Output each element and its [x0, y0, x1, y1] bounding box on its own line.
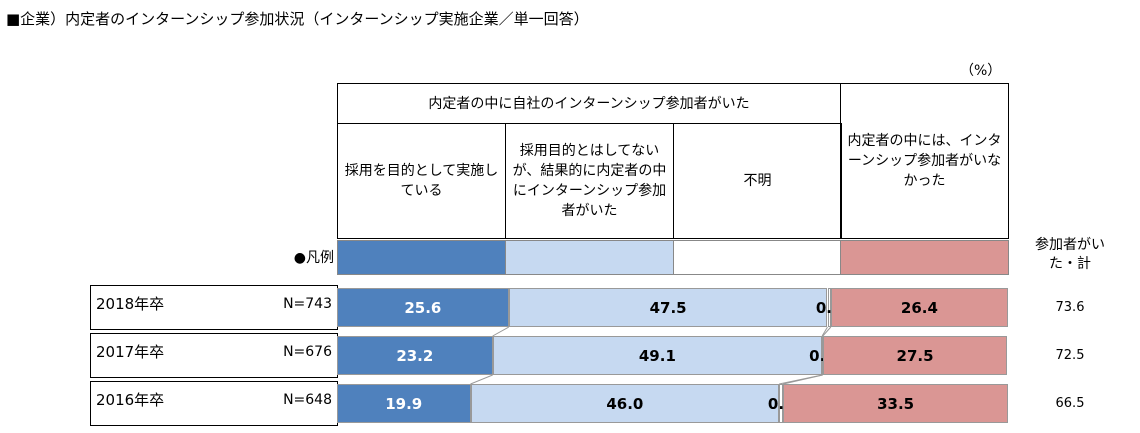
- column-header: 内定者の中には、インターンシップ参加者がいなかった: [840, 83, 1009, 239]
- bar-segment: [783, 384, 1008, 423]
- data-label: 46.0: [606, 394, 644, 413]
- connector-line: [783, 374, 823, 385]
- bar-segment: [337, 384, 471, 423]
- data-label: 23.2: [396, 346, 434, 365]
- legend-swatch: [673, 240, 842, 275]
- data-label: 19.9: [385, 394, 423, 413]
- category-label: 2017年卒: [96, 343, 165, 361]
- sample-size: N=676: [283, 344, 332, 360]
- bar-segment: [492, 336, 823, 375]
- connector-line: [821, 326, 828, 337]
- total-value: 72.5: [1055, 348, 1085, 363]
- bar-segment: [830, 288, 1008, 327]
- data-label: 26.4: [900, 298, 938, 317]
- bar-segment: [508, 288, 828, 327]
- column-header: 採用を目的として実施している: [337, 123, 506, 239]
- sample-size: N=743: [283, 296, 332, 312]
- unit-label: （%）: [960, 63, 1002, 79]
- bar-segment: [779, 384, 784, 423]
- bar-segment: [822, 336, 1008, 375]
- legend-swatch: [840, 240, 1009, 275]
- chart-title: ■企業）内定者のインターンシップ参加状況（インターンシップ実施企業／単一回答）: [6, 10, 589, 28]
- bar-segment: [337, 336, 493, 375]
- legend-swatch: [337, 240, 506, 275]
- sample-size: N=648: [283, 392, 332, 408]
- data-label: 49.1: [638, 346, 676, 365]
- connector-line: [822, 326, 832, 337]
- legend-swatch: [505, 240, 674, 275]
- data-label: 25.6: [404, 298, 442, 317]
- total-value: 73.6: [1055, 300, 1085, 315]
- category-label: 2016年卒: [96, 391, 165, 409]
- data-label: 47.5: [649, 298, 687, 317]
- column-header: 採用目的とはしてないが、結果的に内定者の中にインターンシップ参加者がいた: [505, 123, 674, 239]
- connector-line: [470, 374, 493, 385]
- bar-segment: [827, 288, 831, 327]
- legend-label: ●凡例: [293, 250, 334, 266]
- data-label: 27.5: [896, 346, 934, 365]
- column-header: 不明: [673, 123, 842, 239]
- totals-header: 参加者がいた・計: [1035, 237, 1105, 272]
- total-value: 66.5: [1055, 396, 1085, 411]
- category-label: 2018年卒: [96, 295, 165, 313]
- bar-segment: [337, 288, 509, 327]
- connector-line: [492, 326, 510, 337]
- bar-segment: [470, 384, 780, 423]
- data-label: 33.5: [877, 394, 915, 413]
